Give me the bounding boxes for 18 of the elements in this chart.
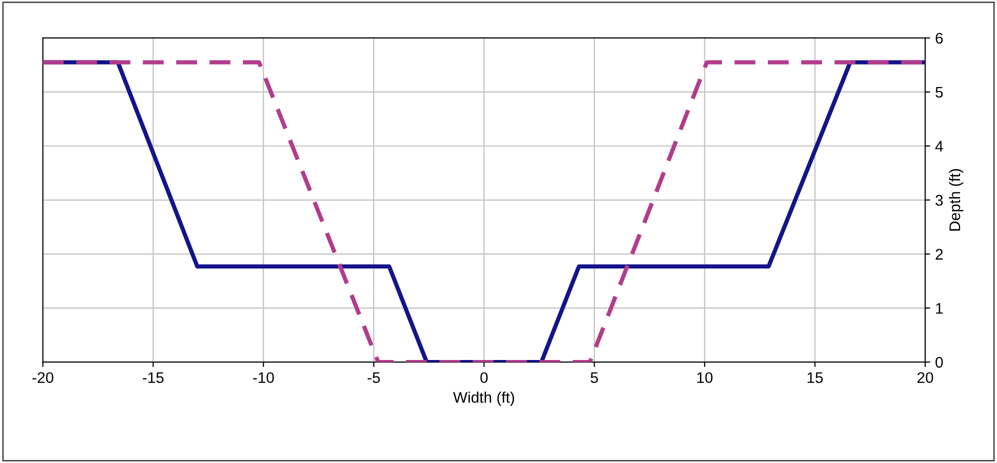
x-tick-label: 0 <box>480 372 488 384</box>
x-tick-label: -5 <box>368 372 380 384</box>
x-tick-label: -15 <box>142 372 164 384</box>
x-tick-label: 5 <box>590 372 598 384</box>
x-tick-label: 20 <box>917 372 934 384</box>
y-tick-label: 3 <box>936 194 943 206</box>
y-tick-label: 4 <box>935 141 943 152</box>
y-tick-label: 5 <box>936 87 943 98</box>
y-tick-label: 6 <box>936 32 943 44</box>
x-axis-title: Width (ft) <box>453 392 514 406</box>
x-tick-label: -10 <box>253 372 274 384</box>
x-tick-label: -20 <box>32 372 54 384</box>
y-tick-label: 0 <box>936 356 943 368</box>
x-tick-label: 10 <box>697 372 713 384</box>
y-axis-title: Depth (ft) <box>948 169 964 231</box>
y-tick-label: 2 <box>936 248 943 260</box>
y-tick-label: 1 <box>936 303 943 314</box>
x-tick-label: 15 <box>808 372 823 384</box>
